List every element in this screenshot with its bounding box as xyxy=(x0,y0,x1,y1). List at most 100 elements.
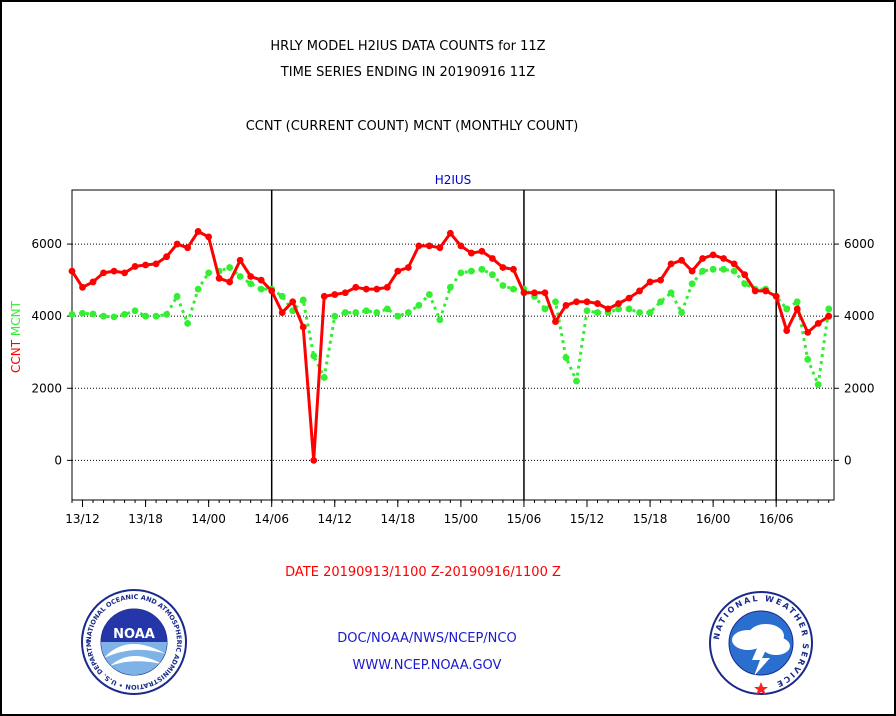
data-point-mcnt xyxy=(541,305,549,313)
data-point-ccnt xyxy=(131,263,139,270)
data-point-ccnt xyxy=(678,256,685,264)
data-point-mcnt xyxy=(552,298,559,306)
data-point-ccnt xyxy=(173,240,181,248)
data-point-ccnt xyxy=(615,300,622,307)
data-point-ccnt xyxy=(383,283,391,291)
data-point-mcnt xyxy=(383,305,391,313)
data-point-ccnt xyxy=(520,289,528,297)
data-point-mcnt xyxy=(425,291,433,298)
data-point-mcnt xyxy=(278,292,286,300)
data-point-mcnt xyxy=(646,309,654,316)
y-tick-label-right: 4000 xyxy=(844,309,875,323)
data-point-ccnt xyxy=(489,255,496,262)
nws-logo: NATIONAL WEATHER SERVICE xyxy=(709,591,813,695)
data-point-mcnt xyxy=(152,312,160,320)
data-point-ccnt xyxy=(709,251,717,259)
data-point-ccnt xyxy=(215,274,223,282)
y-tick-label-left: 0 xyxy=(54,453,62,467)
data-point-mcnt xyxy=(825,305,833,313)
data-point-ccnt xyxy=(226,278,234,286)
data-point-ccnt xyxy=(247,273,255,280)
data-point-mcnt xyxy=(373,309,381,316)
x-tick-label: 13/12 xyxy=(65,512,100,526)
data-point-mcnt xyxy=(667,289,675,297)
data-point-ccnt xyxy=(89,278,97,286)
data-point-ccnt xyxy=(804,328,812,336)
data-point-mcnt xyxy=(489,271,496,279)
website-label[interactable]: WWW.NCEP.NOAA.GOV xyxy=(352,658,502,673)
data-point-ccnt xyxy=(310,456,318,464)
x-tick-label: 14/12 xyxy=(317,512,352,526)
data-point-ccnt xyxy=(121,269,128,277)
org-label: DOC/NOAA/NWS/NCEP/NCO xyxy=(337,631,517,646)
data-point-ccnt xyxy=(142,261,149,269)
data-point-mcnt xyxy=(205,269,213,277)
data-point-ccnt xyxy=(257,276,265,284)
data-point-mcnt xyxy=(720,265,728,273)
data-point-ccnt xyxy=(394,267,402,275)
data-point-ccnt xyxy=(699,255,707,262)
y-tick-label-left: 2000 xyxy=(31,381,62,395)
data-point-mcnt xyxy=(226,264,234,271)
data-point-mcnt xyxy=(79,309,86,317)
data-point-ccnt xyxy=(478,247,486,255)
y-axis-label: CCNT MCNT xyxy=(9,300,23,373)
data-point-mcnt xyxy=(478,265,486,273)
data-point-ccnt xyxy=(741,271,749,279)
data-point-ccnt xyxy=(730,260,738,268)
data-point-mcnt xyxy=(320,374,328,381)
data-point-mcnt xyxy=(730,267,738,275)
data-point-mcnt xyxy=(100,312,107,320)
data-point-mcnt xyxy=(236,273,244,280)
data-point-ccnt xyxy=(331,291,339,298)
data-point-ccnt xyxy=(320,292,328,300)
x-tick-label: 15/06 xyxy=(507,512,542,526)
y-axis-label-mcnt: MCNT xyxy=(9,300,23,340)
data-point-ccnt xyxy=(457,242,465,250)
data-point-mcnt xyxy=(173,292,181,300)
data-point-mcnt xyxy=(415,301,423,309)
data-point-ccnt xyxy=(404,264,412,271)
data-point-ccnt xyxy=(793,305,801,313)
data-point-ccnt xyxy=(79,283,86,291)
x-tick-label: 14/18 xyxy=(381,512,416,526)
data-point-mcnt xyxy=(341,309,349,316)
data-point-mcnt xyxy=(741,280,749,288)
data-point-ccnt xyxy=(646,278,654,286)
data-point-ccnt xyxy=(573,298,580,306)
data-point-mcnt xyxy=(331,312,339,320)
data-point-mcnt xyxy=(594,309,601,316)
data-point-mcnt xyxy=(793,298,801,306)
data-point-ccnt xyxy=(772,292,780,300)
data-point-mcnt xyxy=(457,269,465,277)
data-point-mcnt xyxy=(194,285,202,293)
data-point-ccnt xyxy=(604,305,612,313)
x-tick-label: 15/00 xyxy=(444,512,479,526)
y-tick-label-right: 0 xyxy=(844,453,852,467)
data-point-mcnt xyxy=(657,298,664,306)
data-point-mcnt xyxy=(446,283,454,291)
chart-header-line3: CCNT (CURRENT COUNT) MCNT (MONTHLY COUNT… xyxy=(245,119,579,134)
data-point-mcnt xyxy=(436,316,444,324)
data-point-ccnt xyxy=(184,244,192,252)
data-point-mcnt xyxy=(257,285,265,293)
data-point-ccnt xyxy=(688,267,696,275)
chart-header-line2: TIME SERIES ENDING IN 20190916 11Z xyxy=(280,65,536,80)
x-tick-label: 15/18 xyxy=(633,512,668,526)
chart-title: H2IUS xyxy=(435,173,472,187)
x-tick-label: 13/18 xyxy=(128,512,163,526)
data-point-ccnt xyxy=(467,249,475,257)
data-point-ccnt xyxy=(68,267,76,275)
data-point-mcnt xyxy=(467,267,475,275)
noaa-logo-text: NOAA xyxy=(113,627,155,642)
y-tick-label-left: 6000 xyxy=(31,237,62,251)
x-tick-label: 14/00 xyxy=(191,512,226,526)
data-point-ccnt xyxy=(278,309,286,316)
data-point-mcnt xyxy=(404,309,412,316)
data-point-mcnt xyxy=(110,313,118,321)
data-point-mcnt xyxy=(310,352,318,360)
data-point-ccnt xyxy=(625,294,633,302)
data-point-ccnt xyxy=(205,233,213,241)
